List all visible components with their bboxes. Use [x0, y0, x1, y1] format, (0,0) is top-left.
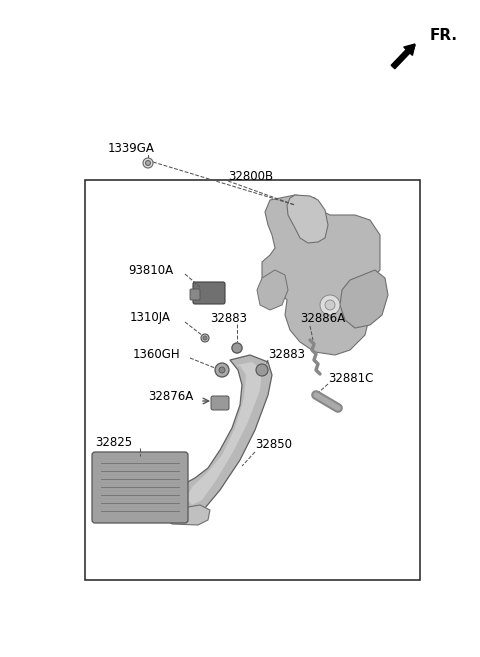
Text: 32883: 32883	[268, 348, 305, 361]
Polygon shape	[175, 355, 272, 515]
Circle shape	[215, 363, 229, 377]
Text: 1310JA: 1310JA	[130, 311, 171, 325]
Text: 1360GH: 1360GH	[133, 348, 180, 361]
Circle shape	[232, 343, 242, 353]
Circle shape	[256, 364, 268, 376]
FancyBboxPatch shape	[211, 396, 229, 410]
Polygon shape	[287, 195, 328, 243]
Text: 32800B: 32800B	[228, 170, 273, 183]
Circle shape	[325, 300, 335, 310]
Text: 1339GA: 1339GA	[108, 141, 155, 154]
Circle shape	[143, 158, 153, 168]
FancyBboxPatch shape	[190, 289, 200, 300]
FancyArrow shape	[391, 44, 415, 69]
Text: 32850: 32850	[255, 438, 292, 451]
FancyBboxPatch shape	[193, 282, 225, 304]
Text: 32825: 32825	[95, 436, 132, 449]
Text: FR.: FR.	[430, 28, 458, 43]
Circle shape	[320, 295, 340, 315]
Polygon shape	[186, 362, 262, 505]
Text: 32881C: 32881C	[328, 371, 373, 384]
Polygon shape	[165, 505, 210, 525]
Polygon shape	[262, 195, 380, 355]
Bar	[85, 180, 420, 580]
Text: 93810A: 93810A	[128, 263, 173, 277]
Text: 32876A: 32876A	[148, 390, 193, 403]
Polygon shape	[257, 270, 288, 310]
Circle shape	[232, 343, 242, 353]
FancyBboxPatch shape	[92, 452, 188, 523]
Circle shape	[145, 160, 151, 166]
Text: 32886A: 32886A	[300, 311, 345, 325]
Circle shape	[203, 336, 207, 340]
Text: 32883: 32883	[210, 311, 247, 325]
Polygon shape	[340, 270, 388, 328]
Circle shape	[201, 334, 209, 342]
Circle shape	[219, 367, 225, 373]
